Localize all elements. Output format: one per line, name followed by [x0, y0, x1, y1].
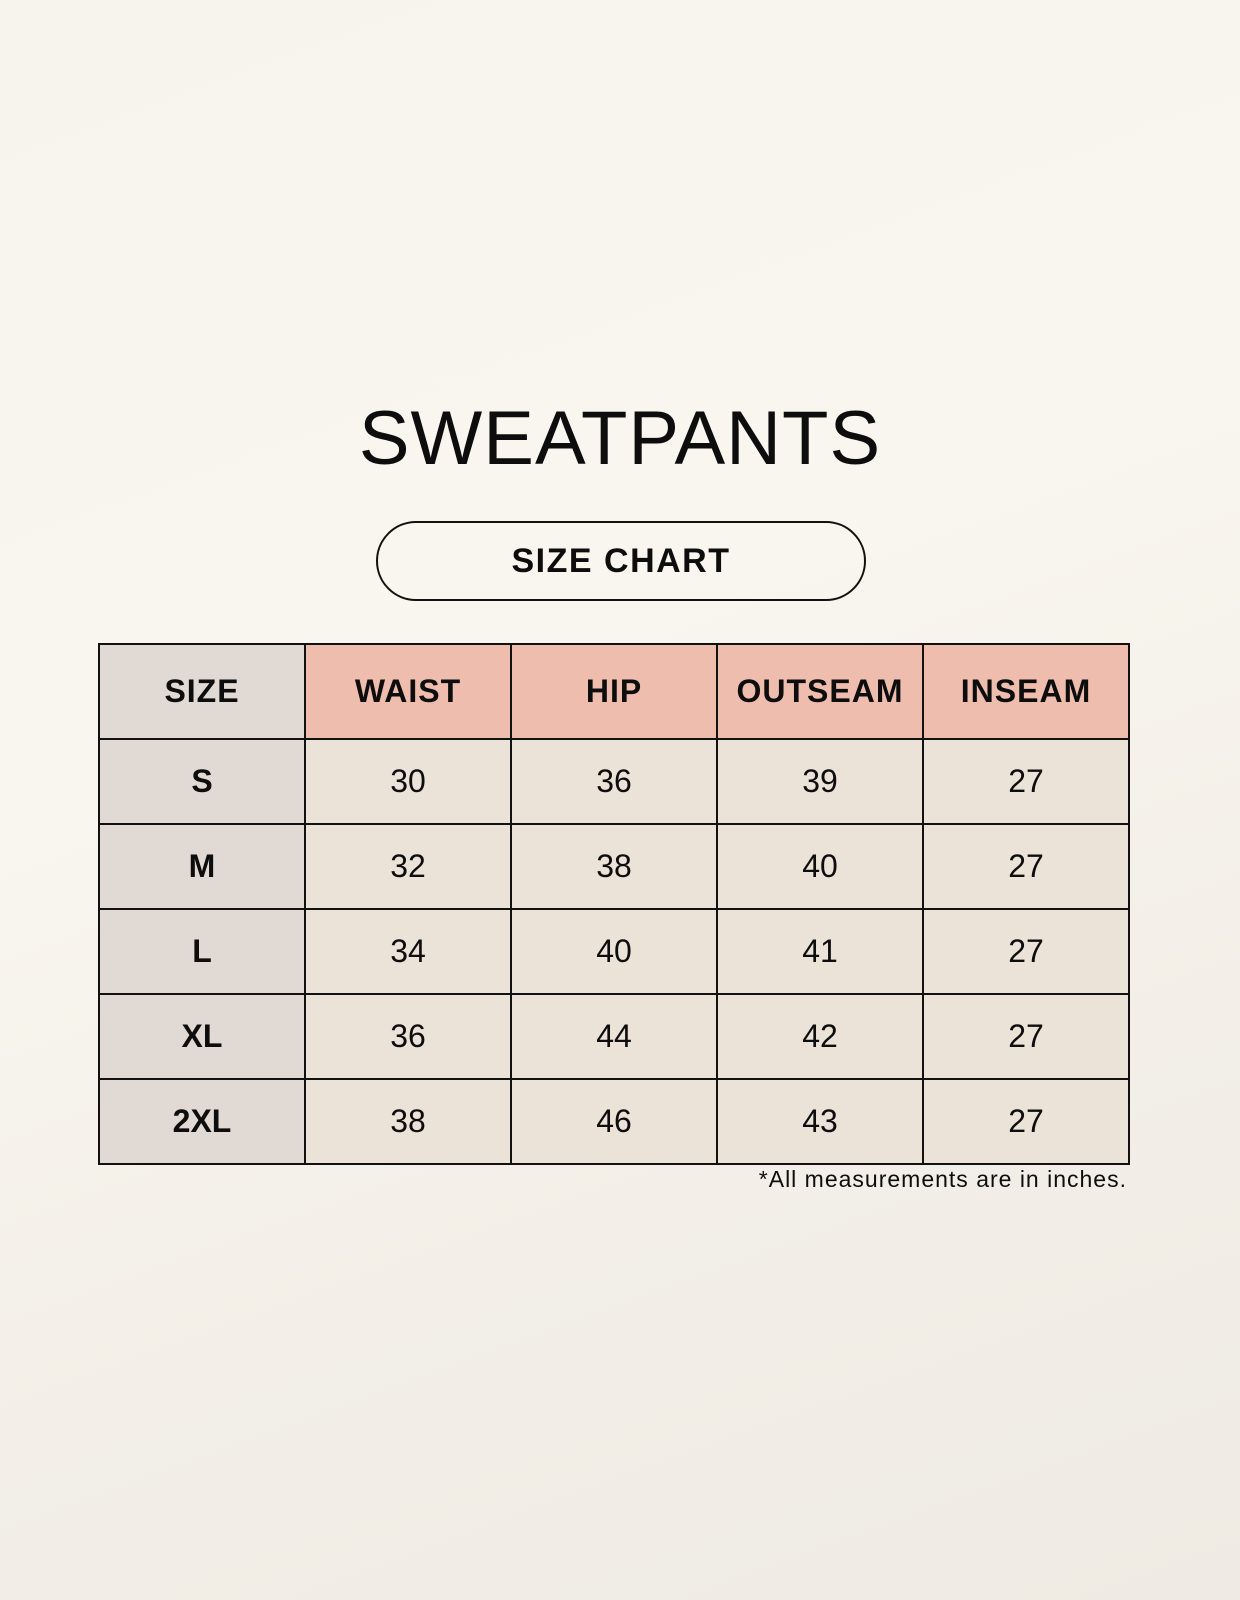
table-row: XL 36 44 42 27 — [98, 993, 1130, 1080]
table-row: S 30 36 39 27 — [98, 738, 1130, 825]
header-size: SIZE — [98, 643, 306, 740]
cell-hip: 40 — [510, 908, 718, 995]
cell-outseam: 43 — [716, 1078, 924, 1165]
cell-size: XL — [98, 993, 306, 1080]
footnote: *All measurements are in inches. — [758, 1166, 1127, 1192]
table-row: L 34 40 41 27 — [98, 908, 1130, 995]
size-chart-label: SIZE CHART — [376, 521, 866, 601]
cell-size: 2XL — [98, 1078, 306, 1165]
cell-size: L — [98, 908, 306, 995]
cell-outseam: 42 — [716, 993, 924, 1080]
cell-waist: 38 — [304, 1078, 512, 1165]
cell-inseam: 27 — [922, 1078, 1130, 1165]
cell-hip: 38 — [510, 823, 718, 910]
table-row: 2XL 38 46 43 27 — [98, 1078, 1130, 1165]
cell-outseam: 39 — [716, 738, 924, 825]
cell-waist: 34 — [304, 908, 512, 995]
cell-outseam: 41 — [716, 908, 924, 995]
size-table: SIZE WAIST HIP OUTSEAM INSEAM S 30 36 39 27 M… — [98, 643, 1130, 1165]
page-title: SWEATPANTS — [358, 396, 882, 481]
cell-inseam: 27 — [922, 908, 1130, 995]
header-inseam: INSEAM — [922, 643, 1130, 740]
cell-outseam: 40 — [716, 823, 924, 910]
table-header-row: SIZE WAIST HIP OUTSEAM INSEAM — [98, 643, 1130, 740]
cell-waist: 36 — [304, 993, 512, 1080]
header-hip: HIP — [510, 643, 718, 740]
cell-size: M — [98, 823, 306, 910]
size-chart-label-text: SIZE CHART — [511, 541, 731, 580]
cell-hip: 44 — [510, 993, 718, 1080]
cell-inseam: 27 — [922, 738, 1130, 825]
cell-hip: 46 — [510, 1078, 718, 1165]
cell-waist: 32 — [304, 823, 512, 910]
header-outseam: OUTSEAM — [716, 643, 924, 740]
cell-hip: 36 — [510, 738, 718, 825]
header-waist: WAIST — [304, 643, 512, 740]
cell-waist: 30 — [304, 738, 512, 825]
cell-size: S — [98, 738, 306, 825]
cell-inseam: 27 — [922, 993, 1130, 1080]
cell-inseam: 27 — [922, 823, 1130, 910]
table-row: M 32 38 40 27 — [98, 823, 1130, 910]
